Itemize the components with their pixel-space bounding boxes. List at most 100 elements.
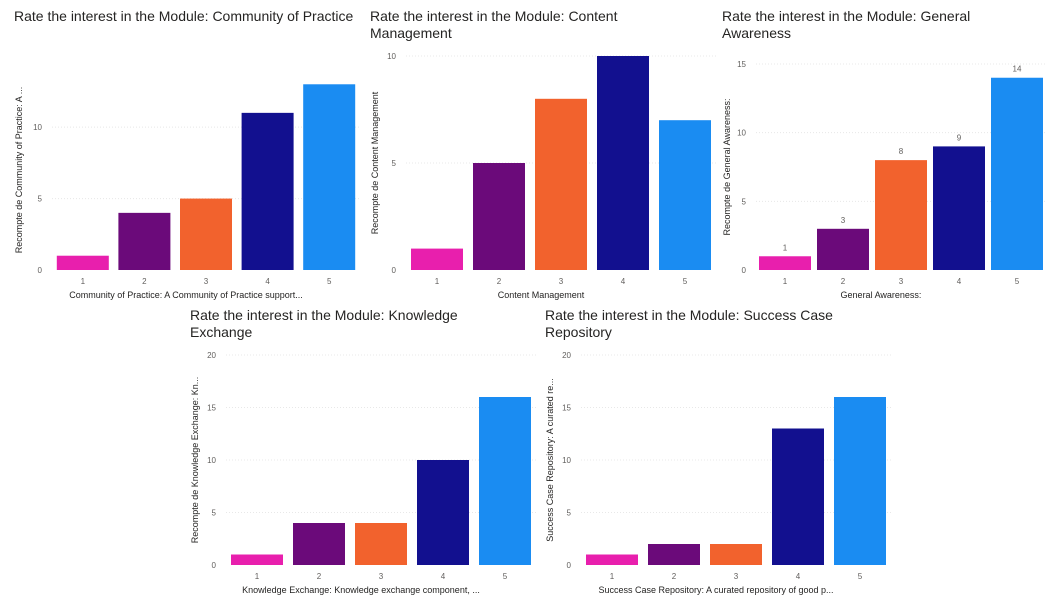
x-tick-label: 4 [265, 277, 270, 286]
chart-panel-success-case-repository: Rate the interest in the Module: Success… [545, 307, 895, 599]
bar-5 [834, 397, 886, 565]
x-tick-label: 4 [441, 572, 446, 581]
x-tick-label: 1 [435, 277, 440, 286]
chart-title: Rate the interest in the Module: Knowled… [190, 307, 458, 340]
bar-5 [479, 397, 531, 565]
x-tick-label: 5 [858, 572, 863, 581]
chart-panel-content-management: Rate the interest in the Module: Content… [370, 8, 720, 308]
bar-chart-content-management: 0 5 10 1 2 3 4 5 Content Management Recompte de C… [370, 52, 716, 300]
y-tick-label: 5 [567, 509, 572, 518]
x-tick-label: 2 [841, 277, 846, 286]
bar-2 [817, 228, 869, 270]
y-tick-label: 10 [387, 52, 396, 61]
y-tick-label: 10 [207, 456, 216, 465]
bar-2 [293, 523, 345, 565]
y-tick-label: 0 [742, 266, 747, 275]
y-tick-label: 10 [737, 129, 746, 138]
y-tick-label: 5 [212, 509, 217, 518]
chart-title: Rate the interest in the Module: General… [722, 8, 971, 41]
x-tick-label: 3 [379, 572, 384, 581]
x-tick-label: 2 [497, 277, 502, 286]
data-label: 9 [957, 133, 962, 142]
chart-panel-knowledge-exchange: Rate the interest in the Module: Knowled… [190, 307, 540, 599]
data-label: 3 [841, 216, 846, 225]
x-tick-label: 3 [204, 277, 209, 286]
y-tick-label: 15 [207, 404, 216, 413]
bar-3 [355, 523, 407, 565]
x-tick-label: 2 [672, 572, 677, 581]
x-axis-title: Community of Practice: A Community of Pr… [69, 290, 303, 300]
bar-1 [759, 256, 811, 270]
y-tick-label: 10 [562, 456, 571, 465]
y-tick-label: 15 [562, 404, 571, 413]
bar-5 [991, 77, 1043, 270]
bar-2 [473, 163, 525, 270]
bar-5 [303, 84, 356, 271]
chart-title: Rate the interest in the Module: Success… [545, 307, 833, 340]
x-axis-title: Knowledge Exchange: Knowledge exchange c… [242, 585, 480, 595]
chart-panel-general-awareness: Rate the interest in the Module: General… [722, 8, 1046, 308]
x-tick-label: 5 [1015, 277, 1020, 286]
bar-chart-success-case-repository: 0 5 10 15 20 1 2 3 4 5 Success Case Repository: A … [545, 351, 891, 595]
y-axis-title: Recompte de Knowledge Exchange: Kn... [190, 377, 200, 544]
bar-4 [417, 460, 469, 565]
y-axis-title: Recompte de General Awareness: [722, 99, 732, 236]
data-label: 8 [899, 147, 904, 156]
y-tick-label: 5 [742, 197, 747, 206]
x-tick-label: 4 [796, 572, 801, 581]
x-axis-title: Success Case Repository: A curated repos… [598, 585, 833, 595]
data-label: 1 [783, 243, 788, 252]
x-tick-label: 5 [683, 277, 688, 286]
bar-3 [180, 198, 232, 270]
x-tick-label: 4 [621, 277, 626, 286]
data-label: 14 [1013, 65, 1022, 74]
bar-1 [411, 248, 463, 270]
x-tick-label: 4 [957, 277, 962, 286]
y-tick-label: 0 [38, 266, 43, 275]
y-tick-label: 10 [33, 123, 42, 132]
x-tick-label: 3 [899, 277, 904, 286]
y-tick-label: 5 [38, 195, 43, 204]
bar-1 [586, 554, 638, 565]
y-tick-label: 0 [392, 266, 397, 275]
bar-4 [241, 112, 294, 270]
bar-4 [772, 428, 824, 565]
x-tick-label: 1 [255, 572, 260, 581]
y-axis-title: Success Case Repository: A curated re... [545, 378, 555, 542]
bar-2 [648, 544, 700, 565]
x-tick-label: 1 [783, 277, 788, 286]
x-tick-label: 5 [327, 277, 332, 286]
y-tick-label: 20 [562, 351, 571, 360]
chart-panel-community-of-practice: Rate the interest in the Module: Communi… [14, 8, 364, 308]
bar-3 [535, 98, 587, 270]
x-tick-label: 3 [734, 572, 739, 581]
bar-4 [933, 146, 985, 270]
x-tick-label: 1 [81, 277, 86, 286]
bar-3 [875, 160, 927, 270]
bar-chart-general-awareness: 0 5 10 15 1 1 2 3 3 8 4 9 5 14 General Awareness: Recom… [722, 60, 1046, 300]
y-tick-label: 0 [567, 561, 572, 570]
x-axis-title: General Awareness: [841, 290, 922, 300]
x-tick-label: 3 [559, 277, 564, 286]
bar-chart-knowledge-exchange: 0 5 10 15 20 1 2 3 4 5 Knowledge Exchange: Knowled… [190, 351, 536, 595]
x-tick-label: 1 [610, 572, 615, 581]
bar-2 [118, 212, 171, 270]
y-tick-label: 0 [212, 561, 217, 570]
bar-1 [56, 255, 109, 270]
y-tick-label: 5 [392, 159, 397, 168]
bar-5 [659, 120, 711, 270]
bar-1 [231, 554, 283, 565]
chart-title: Rate the interest in the Module: Communi… [14, 8, 354, 24]
y-axis-title: Recompte de Community of Practice: A ... [14, 87, 24, 254]
x-tick-label: 5 [503, 572, 508, 581]
y-tick-label: 20 [207, 351, 216, 360]
bar-4 [597, 56, 649, 270]
bar-3 [710, 544, 762, 565]
x-tick-label: 2 [142, 277, 147, 286]
y-axis-title: Recompte de Content Management [370, 91, 380, 234]
chart-title: Rate the interest in the Module: Content… [370, 8, 618, 41]
y-tick-label: 15 [737, 60, 746, 69]
x-tick-label: 2 [317, 572, 322, 581]
x-axis-title: Content Management [498, 290, 585, 300]
bar-chart-community-of-practice: 0 5 10 1 2 3 4 5 Community of Practice: A Commun… [14, 84, 360, 300]
